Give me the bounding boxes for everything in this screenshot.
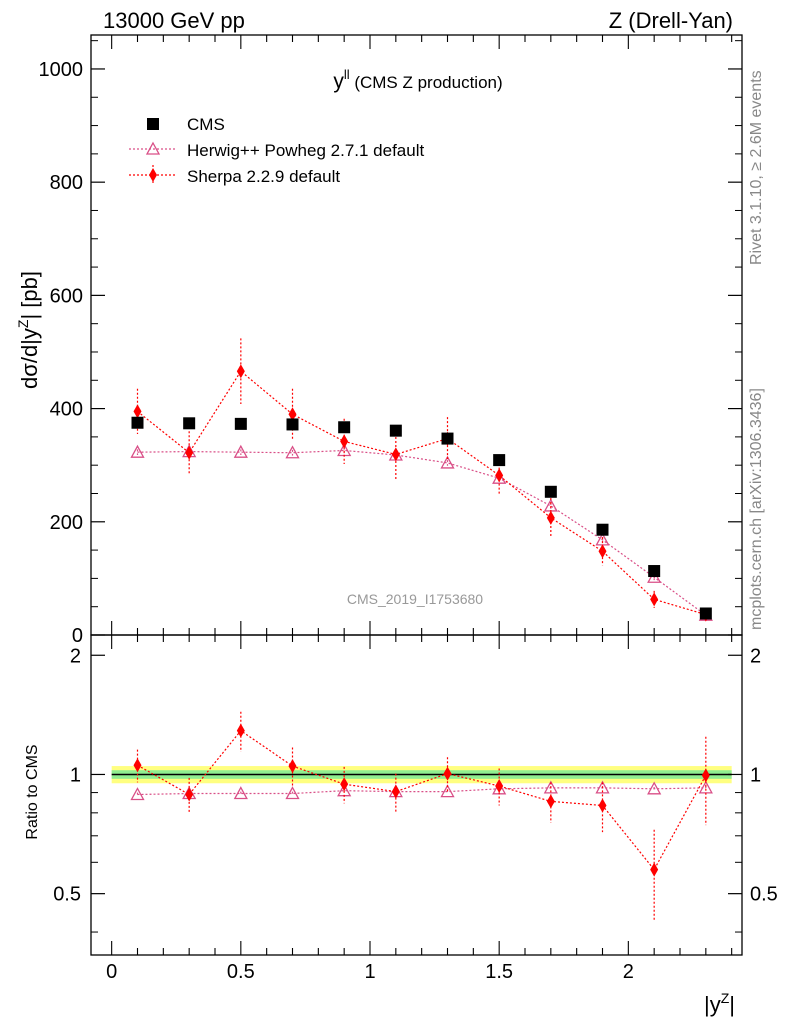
header-energy: 13000 GeV pp (103, 8, 245, 33)
ratio-herwig-point (543, 780, 558, 794)
ratio-y-tick-label-right: 0.5 (750, 884, 778, 906)
ratio-sherpa-point (133, 758, 142, 773)
main-y-tick-label: 600 (50, 285, 83, 307)
ratio-herwig-point (647, 781, 662, 795)
main-cms-point (493, 454, 506, 467)
side-label-rivet: Rivet 3.1.10, ≥ 2.6M events (748, 70, 765, 265)
main-sherpa-point (650, 592, 659, 607)
main-y-tick-label: 0 (72, 625, 83, 647)
side-label-mcplots: mcplots.cern.ch [arXiv:1306.3436] (748, 388, 765, 630)
main-sherpa-point (185, 445, 194, 460)
main-cms-point (699, 607, 712, 620)
main-sherpa-point (340, 434, 349, 449)
ratio-sherpa-point (185, 787, 194, 802)
ratio-sherpa-point (340, 777, 349, 792)
main-cms-point (183, 417, 196, 430)
main-sherpa-point (495, 468, 504, 483)
main-herwig-point (233, 444, 248, 458)
ratio-y-tick-label-right: 1 (750, 764, 761, 786)
ratio-herwig-point (130, 787, 145, 801)
main-sherpa-point (133, 404, 142, 419)
ratio-y-tick-label: 0.5 (53, 884, 81, 906)
ratio-herwig-point (285, 786, 300, 800)
x-tick-label: 1.5 (485, 961, 513, 983)
legend-entry-sherpa: Sherpa 2.2.9 default (129, 165, 340, 186)
ratio-herwig-point (595, 780, 610, 794)
main-herwig-point (492, 470, 507, 484)
ratio-sherpa-point (598, 798, 607, 813)
header-process: Z (Drell-Yan) (609, 8, 733, 33)
ratio-herwig-point (440, 784, 455, 798)
legend-label-herwig: Herwig++ Powheg 2.7.1 default (187, 141, 424, 160)
main-cms-point (338, 421, 351, 434)
main-sherpa-point (546, 510, 555, 525)
ratio-sherpa-point (391, 784, 400, 799)
ratio-herwig-point (233, 786, 248, 800)
main-plot-title: yll (CMS Z production) (333, 67, 502, 93)
ratio-y-tick-label-right: 2 (750, 645, 761, 667)
x-axis-label: |yZ| (704, 990, 735, 1017)
legend-label-cms: CMS (187, 115, 225, 134)
main-cms-point (234, 417, 247, 430)
main-cms-point (596, 523, 609, 536)
main-y-tick-label: 200 (50, 512, 83, 534)
main-sherpa-point (598, 544, 607, 559)
x-tick-label: 2 (623, 961, 634, 983)
main-y-tick-label: 400 (50, 399, 83, 421)
legend-entry-herwig: Herwig++ Powheg 2.7.1 default (129, 141, 424, 160)
main-herwig-point (285, 445, 300, 459)
x-tick-label: 0 (106, 961, 117, 983)
main-herwig-point (130, 444, 145, 458)
main-cms-point (441, 432, 454, 445)
ratio-sherpa-point (650, 862, 659, 877)
ratio-sherpa-point (236, 723, 245, 738)
legend-marker-herwig (145, 141, 161, 155)
main-y-axis-label: dσ/d|yZ| [pb] (15, 271, 42, 389)
legend-marker-cms (147, 118, 159, 130)
ratio-sherpa-point (546, 794, 555, 809)
ratio-sherpa-point (443, 766, 452, 781)
main-herwig-point (440, 455, 455, 469)
ratio-y-axis-label: Ratio to CMS (24, 744, 41, 839)
main-panel: CMS_2019_I1753680 yll (CMS Z production)… (15, 34, 743, 647)
main-cms-point (544, 485, 557, 498)
main-sherpa-point (288, 407, 297, 422)
main-cms-point (131, 416, 144, 429)
main-sherpa-line (137, 370, 707, 616)
ratio-sherpa-point (701, 768, 710, 783)
main-sherpa-point (236, 364, 245, 379)
ratio-herwig-line (137, 787, 706, 796)
main-herwig-line (137, 449, 707, 616)
ratio-sherpa-point (495, 779, 504, 794)
main-cms-point (648, 565, 661, 578)
legend-label-sherpa: Sherpa 2.2.9 default (187, 167, 340, 186)
main-y-tick-label: 800 (50, 172, 83, 194)
main-cms-point (286, 418, 299, 431)
legend-marker-sherpa (149, 168, 157, 182)
main-y-tick-label: 1000 (39, 59, 84, 81)
legend: CMS Herwig++ Powheg 2.7.1 default Sherpa… (129, 115, 424, 186)
ratio-panel-frame (90, 634, 743, 956)
x-tick-label: 0.5 (227, 961, 255, 983)
legend-entry-cms: CMS (147, 115, 225, 134)
main-sherpa-point (391, 447, 400, 462)
ratio-y-tick-label: 2 (70, 645, 81, 667)
ratio-y-tick-label: 1 (70, 764, 81, 786)
ratio-sherpa-line (137, 729, 707, 871)
main-cms-point (389, 424, 402, 437)
x-tick-label: 1 (364, 961, 375, 983)
ratio-panel: Ratio to CMS 0.5 0.5 1 1 2 2 0 0.5 1 1.5 2 (24, 634, 778, 983)
ratio-sherpa-point (288, 759, 297, 774)
analysis-watermark: CMS_2019_I1753680 (347, 591, 483, 607)
